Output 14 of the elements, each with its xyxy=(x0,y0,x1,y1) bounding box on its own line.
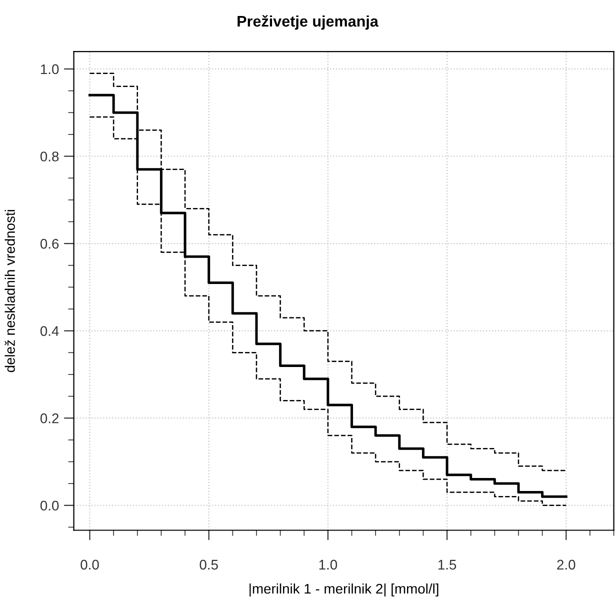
x-tick-label: 0.0 xyxy=(80,560,99,570)
y-tick-label: 0.8 xyxy=(40,152,59,162)
x-tick-label: 1.0 xyxy=(319,560,338,570)
y-tick-label: 0.0 xyxy=(40,500,59,511)
y-axis-title: delež neskladnih vrednosti xyxy=(4,210,15,372)
y-tick-label: 0.4 xyxy=(40,326,59,336)
x-tick-label: 0.5 xyxy=(200,560,218,570)
y-tick-label: 1.0 xyxy=(40,64,59,74)
x-tick-label: 1.5 xyxy=(438,560,456,570)
x-tick-label: 2.0 xyxy=(557,560,576,570)
chart-title: Preživetje ujemanja xyxy=(238,15,379,30)
y-tick-label: 0.2 xyxy=(40,413,59,424)
y-tick-label: 0.6 xyxy=(40,238,59,249)
x-axis-title: |merilnik 1 - merilnik 2| [mmol/l] xyxy=(250,583,438,596)
